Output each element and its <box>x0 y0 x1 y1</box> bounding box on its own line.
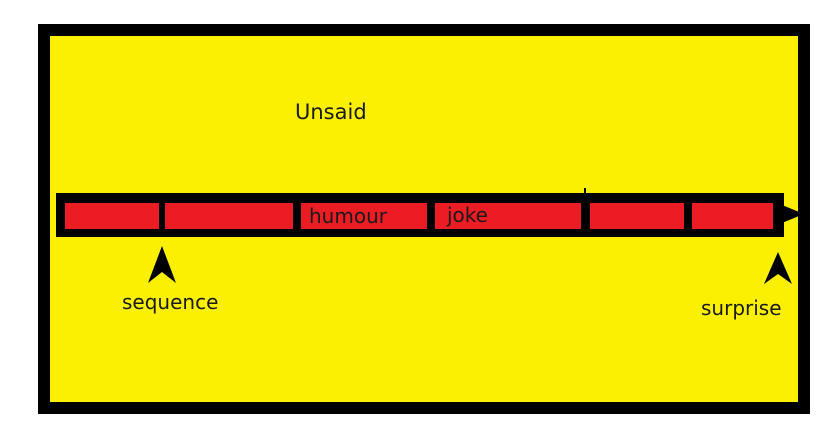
segment-6 <box>692 203 773 229</box>
segment-4 <box>435 203 581 229</box>
segment-1 <box>65 203 159 229</box>
segment-label-joke: joke <box>446 203 488 227</box>
region-label: Unsaid <box>295 100 367 124</box>
sequence-marker-icon <box>148 246 176 283</box>
segment-3 <box>301 203 427 229</box>
surprise-marker-icon <box>764 252 792 284</box>
timeline-arrowhead <box>782 205 804 223</box>
surprise-label: surprise <box>701 296 782 320</box>
segment-label-humour: humour <box>309 204 388 228</box>
segment-2 <box>165 203 293 229</box>
sequence-label: sequence <box>122 290 218 314</box>
segment-5 <box>590 203 684 229</box>
